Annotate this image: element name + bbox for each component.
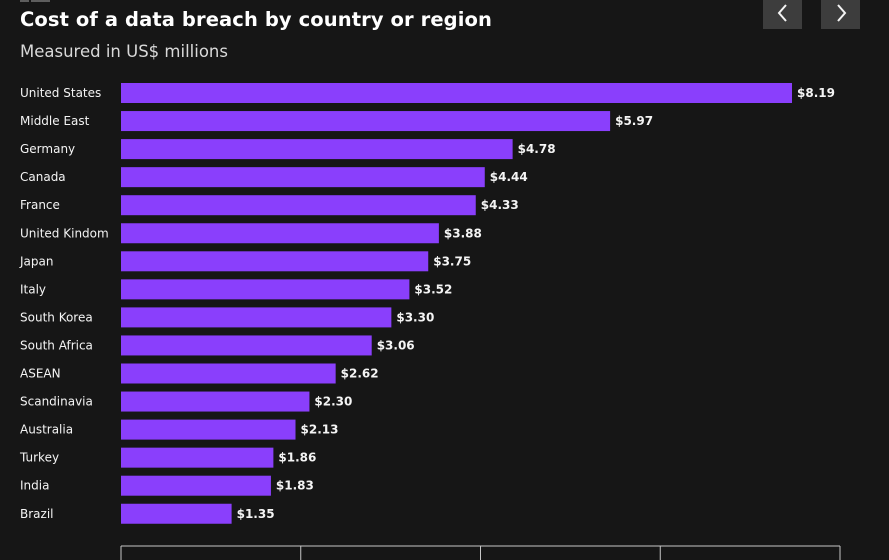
figure-label-clipped	[20, 0, 50, 2]
value-label: $3.52	[414, 282, 452, 296]
bar	[121, 83, 792, 103]
bar	[121, 223, 439, 244]
chevron-right-icon	[836, 3, 846, 22]
value-label: $4.33	[481, 198, 519, 212]
category-label: Scandinavia	[20, 395, 93, 409]
value-label: $3.75	[433, 254, 471, 268]
category-label: South Africa	[20, 338, 93, 352]
category-label: France	[20, 198, 60, 212]
category-label: India	[20, 479, 49, 493]
bar	[121, 251, 429, 272]
value-label: $2.13	[301, 423, 339, 437]
value-label: $5.97	[615, 114, 653, 128]
value-label: $3.88	[444, 226, 482, 240]
category-label: United States	[20, 86, 101, 100]
bar	[121, 335, 372, 356]
category-label: Australia	[20, 423, 73, 437]
category-label: Turkey	[19, 451, 59, 465]
next-button[interactable]	[821, 0, 860, 29]
value-label: $4.44	[490, 170, 528, 184]
bar	[121, 139, 513, 160]
value-label: $4.78	[518, 142, 556, 156]
value-label: $1.83	[276, 479, 314, 493]
category-label: South Korea	[20, 310, 93, 324]
value-label: $3.30	[396, 310, 434, 324]
value-label: $1.35	[237, 507, 275, 521]
value-label: $1.86	[278, 451, 316, 465]
category-label: United Kindom	[20, 226, 109, 240]
value-label: $2.62	[341, 367, 379, 381]
bar	[121, 419, 296, 440]
bar	[121, 167, 485, 188]
category-label: Middle East	[20, 114, 90, 128]
value-label: $8.19	[797, 86, 835, 100]
category-label: Japan	[19, 254, 53, 268]
chart-subtitle: Measured in US$ millions	[20, 42, 228, 61]
previous-button[interactable]	[763, 0, 802, 29]
value-label: $2.30	[314, 395, 352, 409]
bar	[121, 391, 310, 412]
chart-title: Cost of a data breach by country or regi…	[20, 8, 492, 31]
bar	[121, 279, 410, 300]
category-label: Germany	[20, 142, 75, 156]
bar	[121, 363, 336, 384]
category-label: Canada	[20, 170, 66, 184]
category-label: ASEAN	[20, 367, 61, 381]
bar	[121, 195, 476, 216]
bar	[121, 447, 274, 468]
chevron-left-icon	[777, 3, 787, 22]
category-label: Italy	[20, 282, 46, 296]
bar	[121, 503, 232, 524]
category-label: Brazil	[20, 507, 54, 521]
bar	[121, 111, 611, 132]
value-label: $3.06	[377, 338, 415, 352]
bar	[121, 307, 392, 328]
bar	[121, 475, 271, 496]
